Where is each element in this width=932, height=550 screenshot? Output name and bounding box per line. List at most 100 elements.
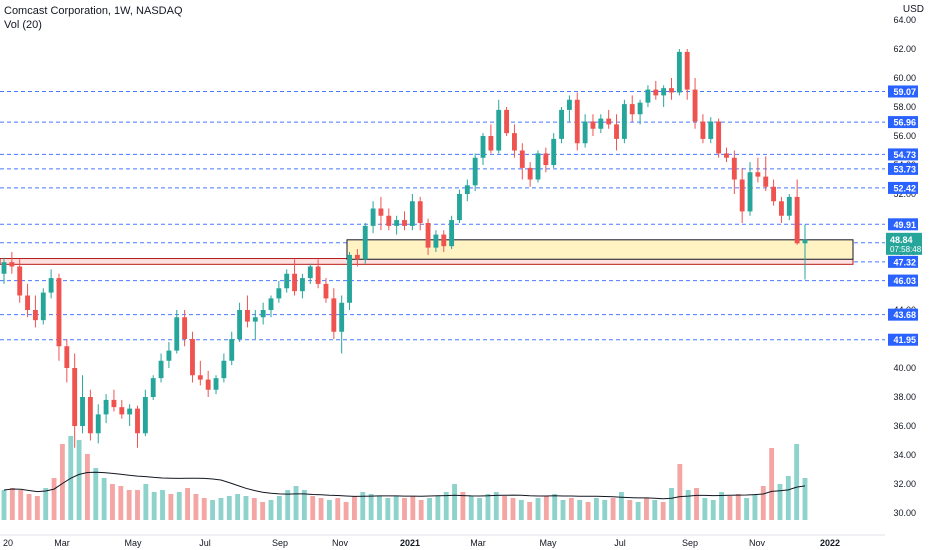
chart-legend: Comcast Corporation, 1W, NASDAQ Vol (20) — [4, 4, 183, 32]
volume-bar — [201, 498, 207, 520]
candle-body — [64, 346, 70, 368]
candle-body — [17, 266, 23, 296]
yellow-zone — [346, 239, 854, 260]
level-tag — [888, 333, 918, 346]
candle-body — [299, 278, 305, 292]
candle-body — [653, 89, 659, 96]
volume-bar — [34, 496, 40, 520]
candle-body — [708, 121, 714, 139]
volume-bar — [43, 488, 49, 520]
candle-body — [1, 262, 7, 274]
volume-bar — [794, 444, 800, 520]
volume-bar — [677, 464, 683, 520]
volume-bar — [577, 500, 583, 520]
volume-bar — [377, 496, 382, 520]
candle-body — [119, 407, 125, 415]
candle-body — [315, 266, 321, 284]
volume-bar — [26, 494, 32, 520]
y-tick-label: 30.00 — [893, 508, 916, 518]
candle-body — [213, 378, 219, 390]
candle-body — [237, 310, 243, 339]
volume-bar — [619, 492, 624, 520]
candle-body — [260, 310, 266, 318]
candle-body — [629, 104, 635, 115]
candle-body — [150, 378, 156, 397]
volume-bar — [352, 496, 357, 520]
volume-bar — [493, 492, 499, 520]
candle-body — [284, 273, 290, 289]
x-tick-label: Mar — [470, 538, 486, 548]
candle-body — [417, 201, 423, 223]
candle-body — [645, 89, 651, 103]
volume-bar — [710, 500, 716, 520]
x-tick-label: 2022 — [820, 538, 840, 548]
volume-bar — [660, 502, 666, 520]
candle-body — [354, 254, 360, 260]
volume-bar — [669, 488, 674, 520]
volume-bar — [427, 498, 432, 520]
x-tick-label: Nov — [749, 538, 766, 548]
volume-bar — [652, 500, 658, 520]
x-tick-label: Sep — [682, 538, 698, 548]
volume-bar — [593, 498, 599, 520]
volume-bar — [51, 478, 57, 520]
volume-bar — [260, 502, 266, 520]
volume-bar — [1, 490, 7, 520]
volume-ma-line — [3, 471, 806, 500]
volume-bar — [552, 494, 558, 520]
candle-body — [794, 196, 800, 244]
x-tick-label: May — [539, 538, 557, 548]
level-tag-label: 43.68 — [893, 310, 916, 320]
volume-bar — [126, 490, 132, 520]
candle-body — [535, 153, 541, 180]
candle-body — [292, 273, 297, 292]
candle-body — [763, 176, 769, 187]
candle-body — [669, 88, 674, 93]
currency-label[interactable]: USD — [902, 4, 924, 15]
volume-bar — [535, 498, 541, 520]
volume-bar — [110, 484, 115, 520]
candle-body — [103, 399, 109, 415]
candle-body — [268, 298, 274, 310]
candle-body — [614, 124, 619, 139]
candle-body — [158, 360, 164, 379]
volume-bar — [727, 496, 733, 520]
volume-bar — [151, 492, 157, 520]
candle-body — [559, 109, 564, 139]
candle-body — [606, 118, 612, 125]
candle-body — [80, 397, 85, 426]
volume-bar — [193, 494, 199, 520]
volume-bar — [176, 492, 182, 520]
volume-bar — [735, 494, 741, 520]
candle-body — [339, 302, 345, 332]
y-tick-label: 56.00 — [893, 131, 916, 141]
volume-bar — [418, 500, 424, 520]
volume-bar — [310, 496, 316, 520]
volume-bar — [85, 454, 90, 520]
volume-legend: Vol (20) — [4, 19, 42, 31]
level-tag-label: 47.32 — [893, 257, 916, 267]
candle-body — [488, 136, 494, 151]
volume-bar — [210, 500, 216, 520]
candle-body — [716, 121, 722, 154]
candle-body — [362, 225, 368, 260]
y-tick-label: 38.00 — [893, 392, 916, 402]
volume-bar — [502, 496, 508, 520]
y-tick-label: 36.00 — [893, 421, 916, 431]
candle-body — [684, 51, 690, 90]
volume-bar — [251, 498, 257, 520]
level-tag-label: 56.96 — [893, 118, 916, 128]
candle-body — [56, 278, 62, 347]
volume-bar — [143, 484, 149, 520]
volume-bar — [301, 490, 307, 520]
y-tick-label: 40.00 — [893, 363, 916, 373]
candle-body — [111, 399, 117, 408]
candle-body — [566, 99, 572, 110]
candle-body — [598, 118, 604, 129]
symbol-title: Comcast Corporation, 1W, NASDAQ — [4, 5, 183, 17]
volume-bar — [543, 496, 549, 520]
volume-bar — [435, 496, 441, 520]
candle-body — [519, 150, 525, 168]
